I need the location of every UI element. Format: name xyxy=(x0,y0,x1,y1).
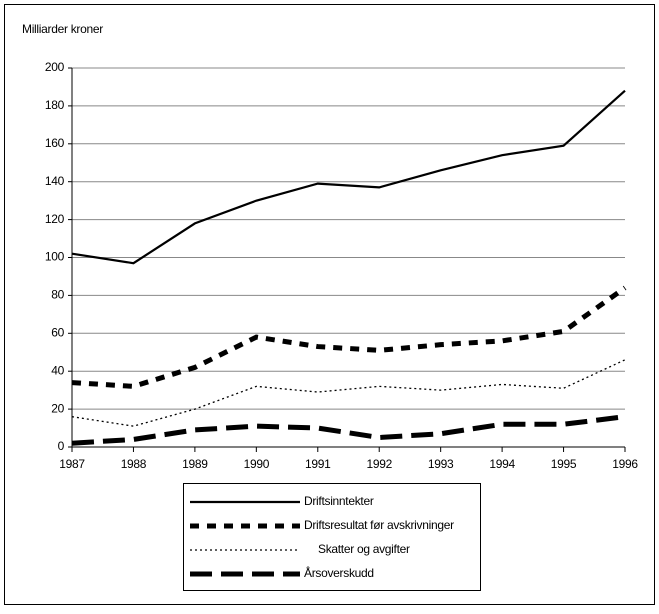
x-tick-label: 1994 xyxy=(489,457,515,471)
x-tick-label: 1989 xyxy=(182,457,208,471)
y-tick-label: 200 xyxy=(45,60,65,74)
x-tick-label: 1995 xyxy=(551,457,577,471)
series-line xyxy=(71,285,627,389)
y-tick-label: 140 xyxy=(45,174,65,188)
legend-label: Driftsresultat før avskrivninger xyxy=(304,518,454,532)
y-tick-label: 160 xyxy=(45,136,65,150)
y-tick-label: 80 xyxy=(51,288,64,302)
y-tick-label: 180 xyxy=(45,98,65,112)
series-line xyxy=(71,414,626,446)
y-axis-label: Milliarder kroner xyxy=(22,22,103,36)
x-tick-label: 1988 xyxy=(121,457,147,471)
series-line xyxy=(71,89,626,265)
legend-label: Skatter og avgifter xyxy=(318,542,410,556)
x-tick-label: 1996 xyxy=(612,457,638,471)
y-tick-label: 100 xyxy=(45,250,65,264)
x-tick-label: 1993 xyxy=(428,457,454,471)
y-tick-label: 0 xyxy=(58,439,65,453)
x-tick-label: 1987 xyxy=(59,457,85,471)
x-tick-label: 1991 xyxy=(305,457,331,471)
y-tick-label: 120 xyxy=(45,212,65,226)
chart-frame xyxy=(4,4,655,605)
y-tick-label: 40 xyxy=(51,363,64,377)
series-line xyxy=(71,359,626,427)
x-tick-label: 1992 xyxy=(366,457,392,471)
legend-label: Årsoverskudd xyxy=(304,565,374,580)
y-tick-label: 20 xyxy=(51,401,64,415)
x-tick-label: 1990 xyxy=(244,457,270,471)
y-tick-label: 60 xyxy=(51,325,64,339)
legend-label: Driftsinntekter xyxy=(304,494,374,508)
